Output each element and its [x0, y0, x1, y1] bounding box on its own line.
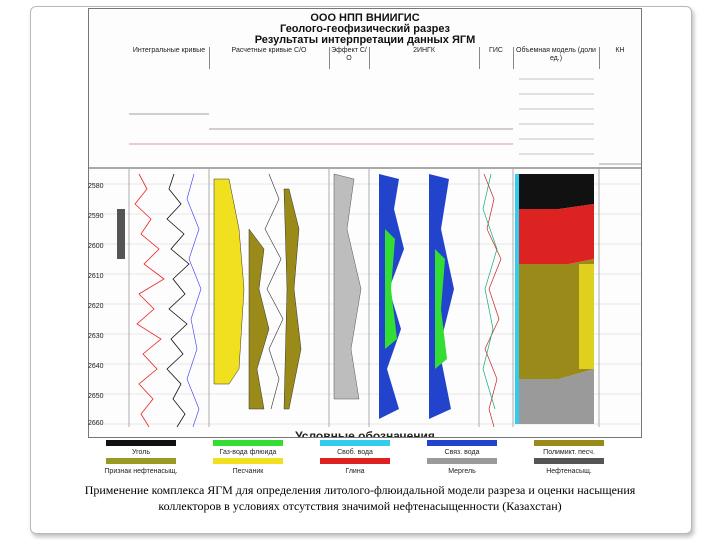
- legend-item: Своб. вода: [320, 440, 390, 456]
- curve-co: [264, 173, 284, 410]
- depth-label: 2580: [88, 183, 104, 190]
- depth-label: 2620: [88, 303, 104, 310]
- legend-item: Газ-вода флюида: [213, 440, 283, 456]
- log-tracks: [89, 169, 641, 427]
- legend-item: Мергель: [427, 458, 497, 475]
- sand-fill: [213, 178, 245, 385]
- depth-label: 2640: [88, 363, 104, 370]
- gas-fill-1: [385, 229, 397, 349]
- polymict-fill: [519, 259, 594, 379]
- section-title: Геолого-геофизический разрез: [280, 23, 450, 35]
- curve-gis-1: [483, 173, 502, 427]
- legend-item: Нефтенасыщ.: [534, 458, 604, 475]
- svg-text:Уголь: Уголь: [132, 449, 150, 456]
- caption-line-1: Применение комплекса ЯГМ для определения…: [84, 483, 636, 497]
- legend-item: Уголь: [106, 440, 176, 456]
- clay-fill: [519, 204, 594, 264]
- curve-nngk: [166, 173, 190, 427]
- svg-text:Полимикт. песч.: Полимикт. песч.: [543, 449, 595, 456]
- depth-label: 2590: [88, 213, 104, 220]
- section-subtitle: Результаты интерпретации данных ЯГМ: [254, 34, 476, 46]
- svg-text:Своб. вода: Своб. вода: [337, 448, 373, 456]
- legend: Уголь Газ-вода флюида Своб. вода Связ. в…: [104, 440, 604, 475]
- legend-item: Полимикт. песч.: [534, 440, 604, 456]
- col-integral: Интегральные кривые: [129, 47, 210, 69]
- legend-title: Условные обозначения: [295, 429, 435, 438]
- svg-text:Мергель: Мергель: [448, 468, 476, 475]
- legend-item: Песчаник: [213, 458, 283, 475]
- col-gis: ГИС: [479, 47, 514, 69]
- depth-label: 2600: [88, 243, 104, 250]
- svg-text:Связ. вода: Связ. вода: [445, 449, 480, 456]
- org-title: ООО НПП ВНИИГИС: [310, 12, 420, 24]
- depth-axis: 2580 2590 2600 2610 2620 2630 2640 2650 …: [88, 168, 118, 427]
- legend-item: Связ. вода: [427, 440, 497, 456]
- svg-text:Признак нефтенасыщ.: Признак нефтенасыщ.: [104, 468, 177, 475]
- olive-fill-1: [248, 228, 270, 410]
- coal-fill: [519, 174, 594, 209]
- header-scales: [89, 78, 641, 169]
- depth-marker: [117, 209, 125, 259]
- legend-item: Признак нефтенасыщ.: [104, 458, 178, 475]
- svg-text:Песчаник: Песчаник: [233, 468, 265, 475]
- col-effect: Эффект С/О: [329, 47, 370, 69]
- svg-text:Нефтенасыщ.: Нефтенасыщ.: [546, 468, 592, 475]
- col-calculated: Расчетные кривые С/О: [209, 47, 330, 69]
- depth-label: 2630: [88, 333, 104, 340]
- col-ingk: 2ИНГК: [369, 47, 480, 69]
- log-sheet: ООО НПП ВНИИГИС Геолого-геофизический ра…: [88, 8, 642, 438]
- freewater-band: [515, 174, 519, 424]
- depth-label: 2610: [88, 273, 104, 280]
- olive-fill-2: [283, 188, 302, 410]
- sand-fill-2: [579, 264, 594, 369]
- svg-text:Газ-вода флюида: Газ-вода флюида: [220, 449, 277, 456]
- col-kn: КН: [599, 47, 641, 69]
- marl-fill: [519, 369, 594, 424]
- caption-line-2: коллекторов в условиях отсутствия значим…: [158, 499, 562, 513]
- depth-label: 2660: [88, 420, 104, 427]
- svg-text:Глина: Глина: [345, 468, 364, 475]
- effect-fill: [333, 173, 362, 400]
- curve-blue: [186, 173, 202, 427]
- curve-gk: [134, 173, 165, 427]
- curve-gis-2: [482, 173, 498, 410]
- legend-item: Глина: [320, 458, 390, 475]
- slide-caption: Применение комплекса ЯГМ для определения…: [30, 482, 690, 514]
- gas-fill-2: [435, 249, 447, 369]
- depth-label: 2650: [88, 393, 104, 400]
- col-volume: Объемная модель (доли ед.): [513, 47, 600, 69]
